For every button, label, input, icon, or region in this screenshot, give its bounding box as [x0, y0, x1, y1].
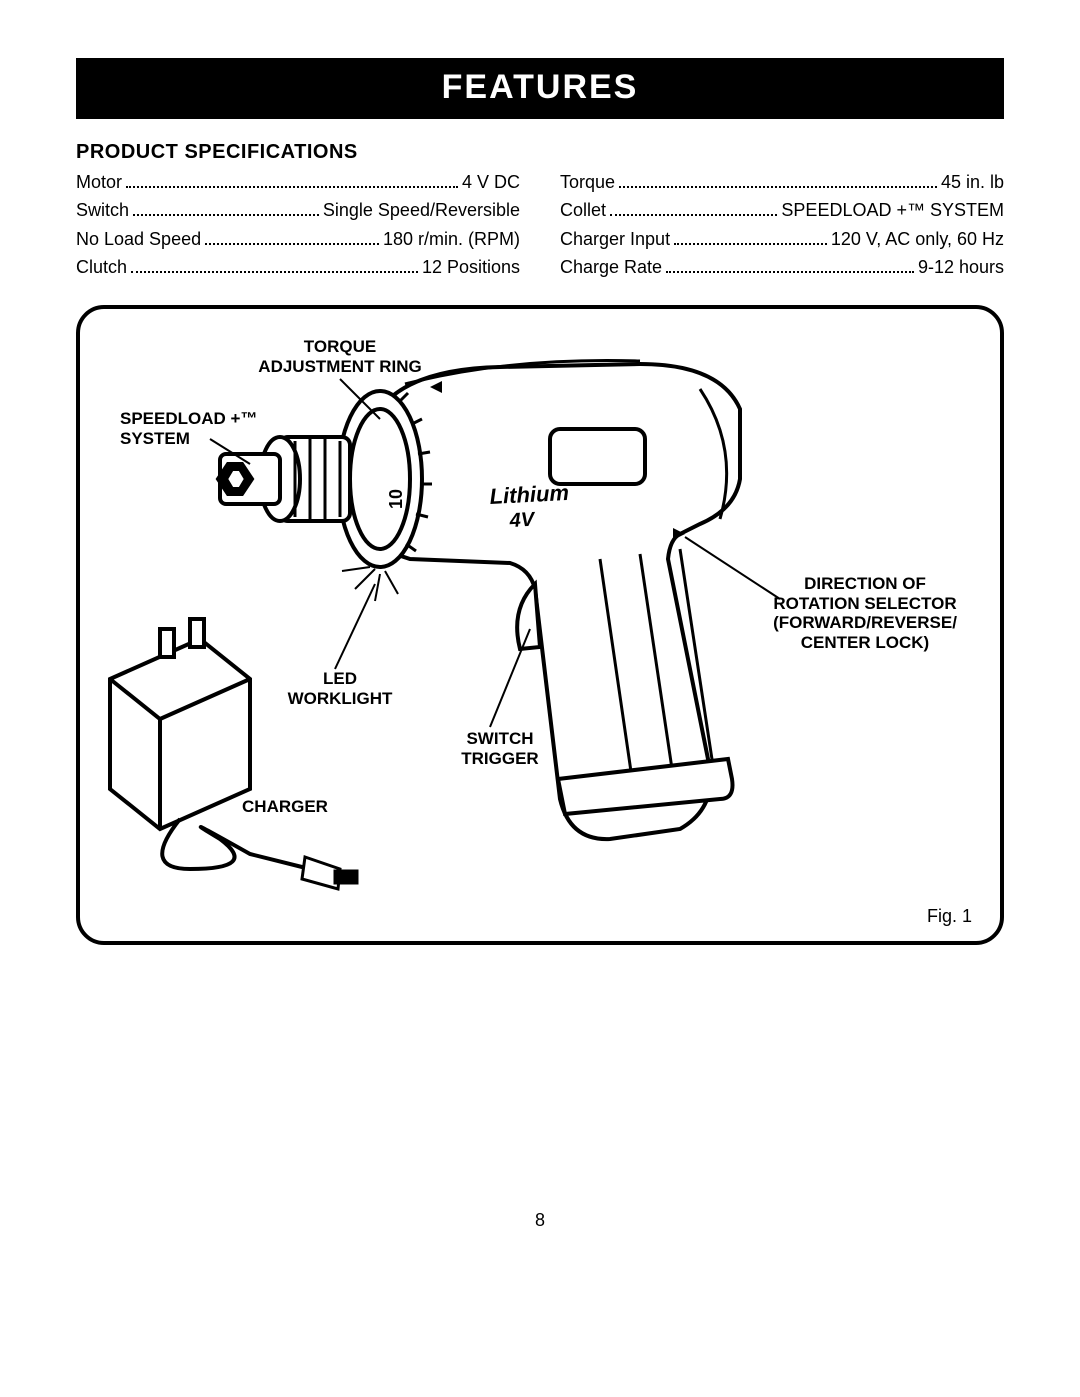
- spec-label: Switch: [76, 198, 129, 222]
- dot-leader: [619, 172, 937, 188]
- callout-charger: CHARGER: [230, 797, 340, 817]
- callout-led: LEDWORKLIGHT: [280, 669, 400, 708]
- spec-row: Motor 4 V DC: [76, 170, 520, 194]
- spec-label: No Load Speed: [76, 227, 201, 251]
- spec-col-left: Motor 4 V DC Switch Single Speed/Reversi…: [76, 170, 520, 283]
- svg-text:4V: 4V: [508, 509, 536, 532]
- spec-label: Collet: [560, 198, 606, 222]
- figure-caption: Fig. 1: [927, 906, 972, 927]
- page-number: 8: [0, 1210, 1080, 1231]
- callout-trigger: SWITCHTRIGGER: [450, 729, 550, 768]
- spec-label: Torque: [560, 170, 615, 194]
- spec-value: 180 r/min. (RPM): [383, 227, 520, 251]
- callout-speedload: SPEEDLOAD +™SYSTEM: [120, 409, 270, 448]
- dot-leader: [133, 200, 319, 216]
- spec-value: 12 Positions: [422, 255, 520, 279]
- spec-row: Charge Rate 9-12 hours: [560, 255, 1004, 279]
- spec-row: Collet SPEEDLOAD +™ SYSTEM: [560, 198, 1004, 222]
- figure-box: 10 Lithium 4V: [76, 305, 1004, 945]
- spec-value: Single Speed/Reversible: [323, 198, 520, 222]
- spec-label: Charger Input: [560, 227, 670, 251]
- spec-value: 9-12 hours: [918, 255, 1004, 279]
- dot-leader: [131, 257, 418, 273]
- spec-row: Charger Input 120 V, AC only, 60 Hz: [560, 227, 1004, 251]
- spec-row: No Load Speed 180 r/min. (RPM): [76, 227, 520, 251]
- spec-row: Switch Single Speed/Reversible: [76, 198, 520, 222]
- spec-value: SPEEDLOAD +™ SYSTEM: [781, 198, 1004, 222]
- clutch-number: 10: [386, 489, 406, 509]
- spec-row: Clutch 12 Positions: [76, 255, 520, 279]
- callout-rotation: DIRECTION OFROTATION SELECTOR(FORWARD/RE…: [760, 574, 970, 652]
- spec-row: Torque 45 in. lb: [560, 170, 1004, 194]
- dot-leader: [126, 172, 458, 188]
- subheading: PRODUCT SPECIFICATIONS: [76, 141, 1004, 164]
- dot-leader: [205, 228, 379, 244]
- dot-leader: [610, 200, 777, 216]
- spec-label: Motor: [76, 170, 122, 194]
- spec-col-right: Torque 45 in. lb Collet SPEEDLOAD +™ SYS…: [560, 170, 1004, 283]
- spec-value: 120 V, AC only, 60 Hz: [831, 227, 1004, 251]
- callout-torque-ring: TORQUEADJUSTMENT RING: [250, 337, 430, 376]
- dot-leader: [666, 257, 914, 273]
- spec-label: Clutch: [76, 255, 127, 279]
- svg-text:Lithium: Lithium: [489, 480, 570, 509]
- section-title: FEATURES: [76, 58, 1004, 119]
- spec-columns: Motor 4 V DC Switch Single Speed/Reversi…: [76, 170, 1004, 283]
- spec-value: 4 V DC: [462, 170, 520, 194]
- spec-value: 45 in. lb: [941, 170, 1004, 194]
- dot-leader: [674, 228, 827, 244]
- spec-label: Charge Rate: [560, 255, 662, 279]
